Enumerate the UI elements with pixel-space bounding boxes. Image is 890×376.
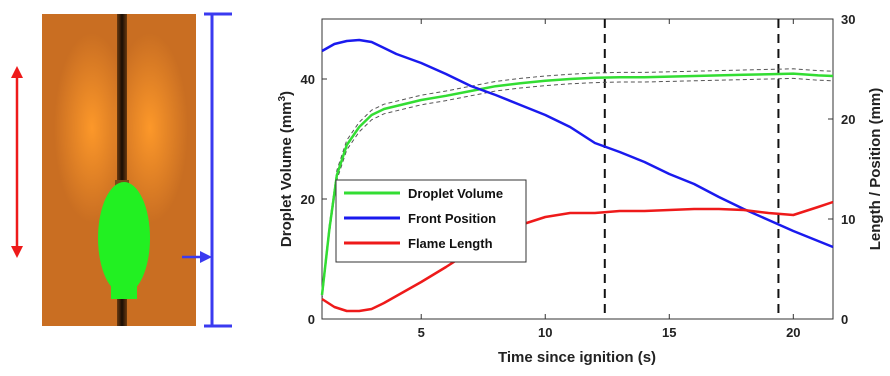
- right-tick-label: 0: [841, 312, 848, 327]
- series-line-droplet-volume: [320, 72, 834, 296]
- x-tick-label: 5: [418, 325, 425, 340]
- plot-area: 5 10 15 20 0 20 40 0 10 20 30: [301, 12, 856, 340]
- droplet-base: [111, 285, 137, 299]
- right-axis-ticks: 0 10 20 30: [828, 12, 855, 327]
- left-tick-label: 20: [301, 192, 315, 207]
- plot-frame: [321, 18, 834, 320]
- legend-label-flame-length: Flame Length: [408, 236, 493, 251]
- front-position-bracket: [204, 12, 232, 328]
- left-axis-label: Droplet Volume (mm3): [277, 91, 295, 247]
- series-layer: [320, 38, 834, 313]
- legend: Droplet Volume Front Position Flame Leng…: [335, 179, 527, 263]
- legend-label-droplet-volume: Droplet Volume: [408, 186, 503, 201]
- x-axis-ticks: 5 10 15 20: [418, 19, 801, 340]
- left-axis-label-sup: 3: [277, 95, 288, 101]
- flame-glow-right: [112, 33, 188, 223]
- right-axis-label: Length / Position (mm): [867, 88, 884, 251]
- volume-band-upper: [321, 68, 834, 291]
- flame-glow-left: [54, 33, 130, 223]
- volume-band-lower: [321, 77, 834, 300]
- fiber: [117, 14, 127, 326]
- right-tick-label: 30: [841, 12, 855, 27]
- droplet: [98, 182, 150, 294]
- x-axis-label: Time since ignition (s): [498, 349, 656, 366]
- x-tick-label: 10: [538, 325, 552, 340]
- x-tick-label: 20: [786, 325, 800, 340]
- right-tick-label: 20: [841, 112, 855, 127]
- right-tick-label: 10: [841, 212, 855, 227]
- volume-band: [321, 68, 834, 300]
- x-tick-label: 15: [662, 325, 676, 340]
- series-line-flame-length: [321, 200, 834, 313]
- left-axis-ticks: 0 20 40: [301, 72, 327, 327]
- left-tick-label: 0: [308, 312, 315, 327]
- front-position-arrow: [182, 251, 212, 263]
- flame-illustration: [42, 14, 196, 326]
- left-axis-label-close: ): [278, 91, 295, 96]
- legend-label-front-position: Front Position: [408, 211, 496, 226]
- left-tick-label: 40: [301, 72, 315, 87]
- left-axis-label-main: Droplet Volume (mm: [278, 101, 295, 247]
- flame-length-arrow: [11, 66, 23, 258]
